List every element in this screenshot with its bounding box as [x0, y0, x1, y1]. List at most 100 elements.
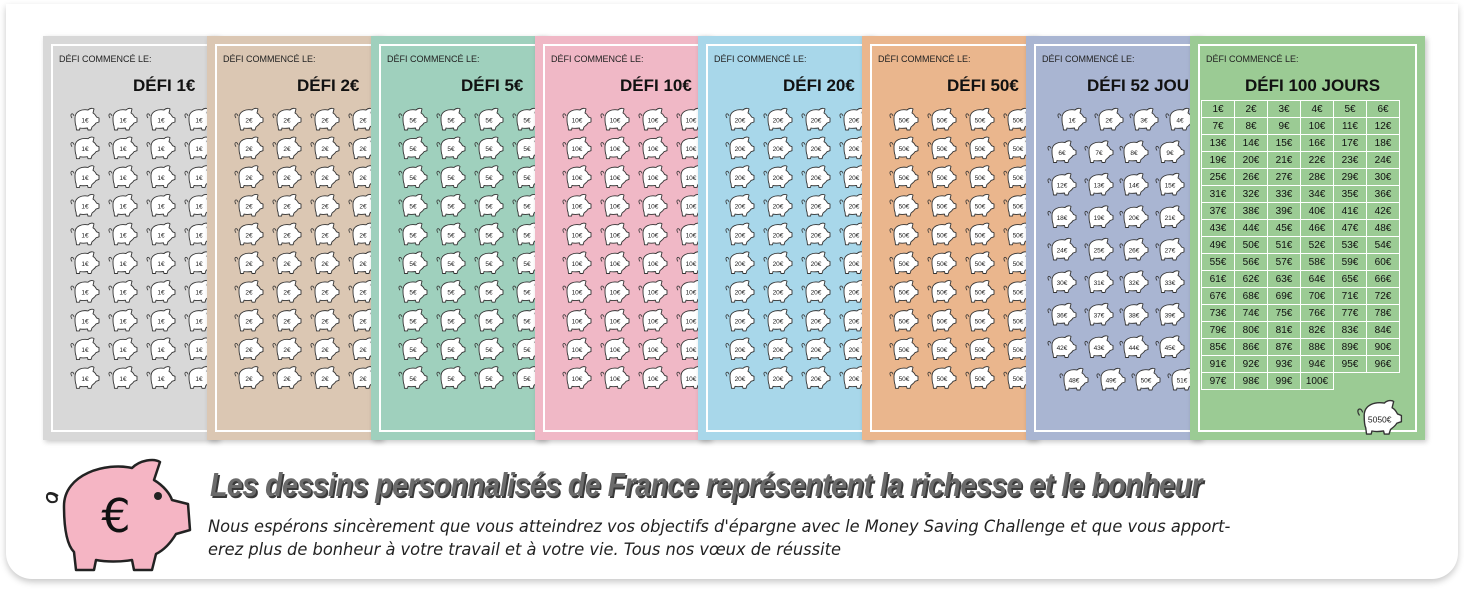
piggy-bank-icon: 2€	[310, 337, 340, 361]
piggy-bank-icon: 3€	[1129, 107, 1159, 131]
grid-cell: 51€	[1267, 236, 1301, 254]
pig-amount-label: 2€	[359, 146, 367, 153]
piggy-bank-icon: 20€	[801, 308, 831, 332]
pig-amount-label: 2€	[245, 175, 253, 182]
piggy-bank-icon: 36€	[1047, 302, 1077, 326]
pig-amount-label: 1€	[81, 290, 89, 297]
pig-amount-label: 50€	[899, 290, 910, 297]
piggy-bank-icon: 5€	[474, 337, 504, 361]
piggy-bank-icon: 10€	[600, 337, 630, 361]
grid-cell: 78€	[1366, 304, 1400, 322]
pig-amount-label: 1€	[195, 204, 203, 211]
pig-amount-label: 50€	[975, 175, 986, 182]
pig-amount-label: 20€	[811, 175, 822, 182]
grid-row: 37€ 38€ 39€ 40€ 41€ 42€	[1201, 202, 1400, 220]
piggy-bank-icon: 10€	[562, 107, 592, 131]
piggy-bank-icon: 2€	[234, 308, 264, 332]
piggy-bank-icon: 50€	[965, 107, 995, 131]
pig-amount-label: 1€	[195, 175, 203, 182]
pig-amount-label: 50€	[975, 204, 986, 211]
piggy-bank-icon: 10€	[638, 308, 668, 332]
grid-row: 49€ 50€ 51€ 52€ 53€ 54€	[1201, 236, 1400, 254]
pig-amount-label: 5€	[485, 347, 493, 354]
piggy-bank-icon: 18€	[1047, 205, 1077, 228]
piggy-bank-icon: 48€	[1059, 367, 1089, 391]
pig-amount-label: 2€	[321, 347, 329, 354]
pig-amount-label: 10€	[686, 204, 697, 211]
piggy-bank-total-icon: 5050€	[1357, 399, 1403, 435]
pig-amount-label: 50€	[899, 347, 910, 354]
card-defi-10: DÉFI COMMENCÉ LE: DÉFI 10€ 10€ 10€ 10€ 10€ 1…	[535, 36, 710, 440]
grid-cell: 28€	[1300, 168, 1334, 186]
pig-amount-label: 1€	[157, 347, 165, 354]
grid-cell: 35€	[1333, 185, 1367, 203]
pig-amount-label: 2€	[283, 204, 291, 211]
pig-amount-label: 5€	[485, 290, 493, 297]
piggy-bank-icon: 1€	[108, 222, 138, 246]
pig-amount-label: 1€	[195, 118, 203, 125]
piggy-bank-icon: 1€	[70, 366, 100, 389]
card-defi-5: DÉFI COMMENCÉ LE: DÉFI 5€ 5€ 5€ 5€ 5€ 5€ 5€ 5€…	[371, 36, 546, 440]
piggy-bank-grid: 5050€	[1357, 399, 1403, 435]
piggy-bank-icon: 42€	[1047, 335, 1077, 358]
grid-cell: 30€	[1366, 168, 1400, 186]
piggy-bank-icon: 1€	[146, 222, 176, 246]
pig-amount-label: 50€	[975, 261, 986, 268]
card-defi-2: DÉFI COMMENCÉ LE: DÉFI 2€ 2€ 2€ 2€ 2€ 2€ 2€ 2€…	[207, 36, 382, 440]
pig-amount-label: 20€	[849, 347, 860, 354]
grid-cell: 70€	[1300, 287, 1334, 305]
piggy-bank-icon: 5€	[474, 366, 504, 389]
piggy-bank-icon: 5€	[398, 337, 428, 361]
grid-cell: 85€	[1201, 338, 1235, 356]
piggy-bank-icon: 1€	[146, 280, 176, 303]
grid-cell: 24€	[1366, 151, 1400, 169]
pig-amount-label: 25€	[1094, 248, 1105, 255]
piggy-bank-grid: 2€ 2€ 2€ 2€ 2€ 2€ 2€ 2€ 2€ 2€ 2€ 2€ 2€ 2€ 2€ 2€ 2€ 2€ 2€ 2€…	[234, 107, 378, 389]
pig-amount-label: 10€	[686, 175, 697, 182]
pig-amount-label: 50€	[937, 347, 948, 354]
pig-amount-label: 2€	[245, 118, 253, 125]
pig-amount-label: 20€	[811, 232, 822, 239]
piggy-bank-icon: 6€	[1047, 140, 1077, 163]
card-defi-52-jours: DÉFI COMMENCÉ LE: DÉFI 52 JOURS 1€ 2€ 3€ 4€…	[1026, 36, 1201, 440]
pig-amount-label: 50€	[1013, 232, 1024, 239]
grid-cell: 17€	[1333, 134, 1367, 152]
pig-amount-label: 50€	[1013, 118, 1024, 125]
piggy-bank-icon: 20€	[725, 136, 755, 160]
pig-amount-label: 20€	[811, 290, 822, 297]
piggy-bank-icon: 50€	[965, 280, 995, 303]
pig-amount-label: 50€	[899, 261, 910, 268]
pig-amount-label: 1€	[81, 146, 89, 153]
pig-amount-label: 1€	[195, 376, 203, 383]
grid-row: 13€ 14€ 15€ 16€ 17€ 18€	[1201, 134, 1400, 152]
pig-amount-label: 33€	[1165, 280, 1176, 287]
piggy-bank-icon: 2€	[272, 165, 302, 188]
pig-amount-label: 50€	[1013, 290, 1024, 297]
piggy-bank-icon: 50€	[965, 251, 995, 274]
piggy-bank-icon: 1€	[108, 308, 138, 332]
pig-amount-label: 2€	[283, 232, 291, 239]
piggy-bank-icon: 2€	[272, 136, 302, 160]
piggy-bank-icon: 12€	[1047, 172, 1077, 196]
pig-amount-label: 2€	[321, 318, 329, 325]
piggy-bank-icon: 5€	[398, 251, 428, 274]
card-title: DÉFI 50€	[947, 76, 1019, 95]
piggy-bank-icon: 50€	[965, 222, 995, 246]
piggy-bank-grid: 1€ 1€ 1€ 1€ 1€ 1€ 1€ 1€ 1€ 1€ 1€ 1€ 1€ 1€ 1€ 1€ 1€ 1€ 1€ 1€…	[70, 107, 214, 389]
grid-cell: 9€	[1267, 117, 1301, 135]
grid-cell: 56€	[1234, 253, 1268, 271]
grid-cell: 16€	[1300, 134, 1334, 152]
piggy-bank-icon: 20€	[725, 366, 755, 389]
grid-cell: 45€	[1267, 219, 1301, 237]
piggy-bank-icon: 10€	[638, 193, 668, 217]
piggy-bank-icon: 14€	[1119, 172, 1149, 196]
piggy-bank-icon: 50€	[927, 251, 957, 274]
piggy-bank-icon: 50€	[927, 222, 957, 246]
piggy-bank-icon: 5€	[474, 107, 504, 131]
piggy-bank-icon: 10€	[600, 107, 630, 131]
piggy-bank-icon: 27€	[1155, 237, 1185, 261]
piggy-bank-icon: 50€	[965, 308, 995, 332]
piggy-bank-icon: 50€	[927, 165, 957, 188]
started-label: DÉFI COMMENCÉ LE:	[387, 54, 480, 64]
piggy-bank-icon: 50€	[927, 280, 957, 303]
